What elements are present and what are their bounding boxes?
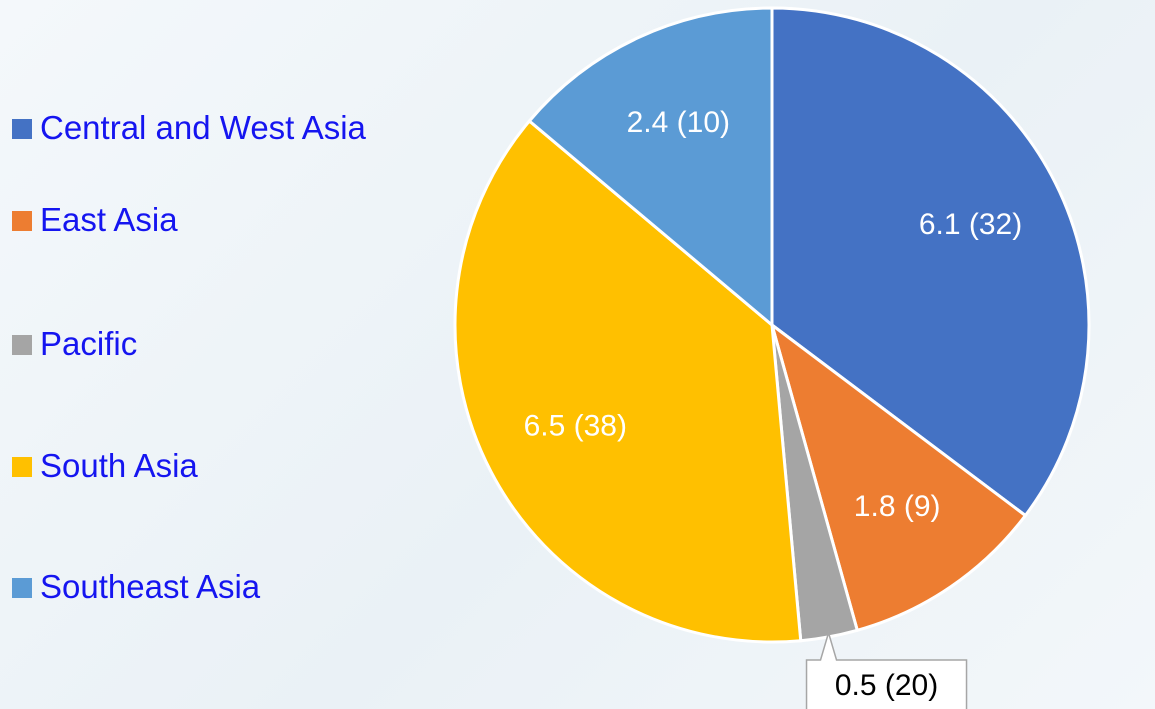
pie-slice [769,321,1028,633]
legend-item: South Asia [12,446,370,486]
legend-label: Southeast Asia [40,568,261,605]
legend-item: Central and West Asia [12,108,370,148]
legend-label: Central and West Asia [40,109,366,146]
data-label: 6.5 (38) [524,410,627,443]
pie-slice [527,6,774,329]
pie-slice [770,6,1091,518]
pie-slice [453,118,803,644]
legend-swatch [12,457,32,477]
legend-label: East Asia [40,201,178,238]
legend: Central and West Asia East Asia Pacific Sou… [12,0,392,709]
legend-label: Pacific [40,325,138,362]
legend-swatch [12,119,32,139]
legend-item: East Asia [12,200,370,240]
legend-swatch [12,578,32,598]
legend-swatch [12,335,32,355]
legend-item: Southeast Asia [12,567,370,607]
data-label: 1.8 (9) [854,490,941,523]
legend-swatch [12,211,32,231]
callout-box [805,630,968,709]
legend-label: South Asia [40,447,198,484]
data-label: 0.5 (20) [835,669,938,702]
data-label: 6.1 (32) [919,208,1022,241]
data-label: 2.4 (10) [627,106,730,139]
legend-item: Pacific [12,324,370,364]
